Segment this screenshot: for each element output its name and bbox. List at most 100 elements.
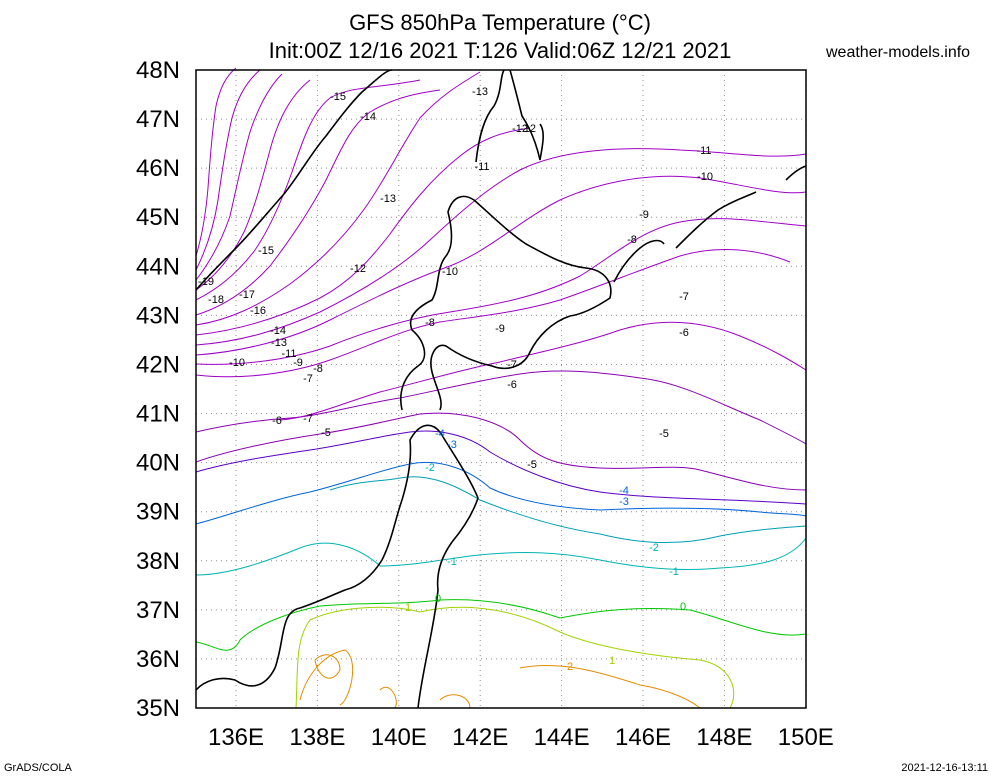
contour-label: -14 <box>360 111 376 123</box>
contour-label: -12 <box>350 263 366 275</box>
coastline <box>195 69 807 709</box>
isotherm-minus5 <box>195 412 807 491</box>
contour-label: -4 <box>619 485 629 497</box>
contour-label: -14 <box>270 325 286 337</box>
longitude-label: 146E <box>615 724 671 751</box>
contour-label: -13 <box>380 193 396 205</box>
latitude-label: 48N <box>136 57 180 84</box>
contour-label: -9 <box>495 323 505 335</box>
latitude-label: 38N <box>136 548 180 575</box>
contour-label: -10 <box>229 357 245 369</box>
latitude-label: 36N <box>136 646 180 673</box>
contour-label: -8 <box>627 234 637 246</box>
isotherm-minus17 <box>195 73 283 281</box>
isotherm-minus7 <box>279 321 807 421</box>
isotherm-minus4 <box>195 430 807 505</box>
contour-labels: -15-14-13-12-12-11-11-10-13-9-8-15-12 -10… <box>198 86 713 673</box>
contour-label: -9 <box>639 209 649 221</box>
contour-label: -11 <box>696 145 711 157</box>
map-frame <box>195 69 807 709</box>
isotherm-1 <box>295 606 735 709</box>
isotherm-minus13 <box>195 71 481 326</box>
graticule <box>196 69 807 709</box>
map-subtitle: Init:00Z 12/16 2021 T:126 Valid:06Z 12/2… <box>268 38 732 63</box>
contour-label: -4 <box>435 428 445 440</box>
contour-label: -15 <box>258 245 274 257</box>
isotherm-minus15 <box>195 79 421 301</box>
longitude-label: 136E <box>208 724 264 751</box>
timestamp-label: 2021-12-16-13:11 <box>901 762 988 774</box>
contour-label: -12 <box>520 123 536 135</box>
latitude-label: 37N <box>136 597 180 624</box>
contour-label: -11 <box>474 161 489 173</box>
longitude-label: 144E <box>534 724 590 751</box>
contour-label: 1 <box>405 602 411 614</box>
latitude-label: 35N <box>136 695 180 722</box>
contour-label: -10 <box>442 266 458 278</box>
contour-label: -11 <box>281 348 296 360</box>
contour-label: -3 <box>619 496 629 508</box>
contour-label: -6 <box>272 415 282 427</box>
latitude-label: 45N <box>136 204 180 231</box>
contour-label: -5 <box>659 428 669 440</box>
site-label: weather-models.info <box>826 44 971 61</box>
contour-label: 2 <box>567 661 573 673</box>
isotherm-minus9 <box>195 218 807 365</box>
latitude-labels: 48N 47N 46N 45N 44N 43N 42N 41N 40N 39N 38N 37N 36N 3… <box>136 57 180 722</box>
contour-label: -1 <box>447 556 457 568</box>
isotherm-2 <box>299 649 701 709</box>
isotherm-minus16 <box>195 79 311 291</box>
coastline-hokkaido <box>400 195 612 411</box>
coastline-sakhalin <box>475 69 544 163</box>
contour-label: -8 <box>313 363 323 375</box>
latitude-label: 42N <box>136 351 180 378</box>
isotherm-minus19 <box>195 67 237 257</box>
isotherm-minus3 <box>195 461 807 525</box>
contour-label: -3 <box>447 439 457 451</box>
isotherm-0 <box>195 599 807 651</box>
contour-label: -2 <box>649 542 659 554</box>
contour-label: 0 <box>680 601 686 613</box>
contour-label: -15 <box>330 91 346 103</box>
longitude-label: 140E <box>371 724 427 751</box>
isotherm-2b <box>314 654 471 709</box>
longitude-label: 138E <box>289 724 345 751</box>
isotherms <box>195 67 807 709</box>
contour-label: 0 <box>435 593 441 605</box>
latitude-label: 44N <box>136 253 180 280</box>
latitude-label: 46N <box>136 155 180 182</box>
isotherm-minus18 <box>195 69 261 271</box>
contour-label: 1 <box>609 655 615 667</box>
latitude-label: 41N <box>136 401 180 428</box>
isotherm-minus2 <box>329 476 807 544</box>
longitude-label: 142E <box>452 724 508 751</box>
isotherm-minus6 <box>195 370 807 445</box>
isotherm-minus1 <box>195 537 807 576</box>
contour-label: -9 <box>293 357 303 369</box>
contour-label: -8 <box>425 317 435 329</box>
coastline-honshu <box>195 424 479 709</box>
isotherm-minus11 <box>195 148 807 346</box>
contour-label: -7 <box>303 373 313 385</box>
contour-label: -18 <box>208 294 224 306</box>
contour-label: -7 <box>303 413 313 425</box>
map-title: GFS 850hPa Temperature (°C) <box>349 10 651 35</box>
longitude-label: 150E <box>778 724 834 751</box>
isotherm-minus8 <box>195 248 791 378</box>
coastline-mainland <box>195 69 393 291</box>
contour-label: -10 <box>697 171 713 183</box>
credit-label: GrADS/COLA <box>4 762 72 774</box>
latitude-label: 39N <box>136 499 180 526</box>
latitude-label: 40N <box>136 450 180 477</box>
longitude-labels: 136E 138E 140E 142E 144E 146E 148E 150E <box>208 724 834 751</box>
contour-label: -7 <box>507 359 517 371</box>
contour-label: -5 <box>321 427 331 439</box>
contour-label: -5 <box>527 459 537 471</box>
isotherm-minus14 <box>195 89 441 316</box>
contour-label: -12 <box>512 123 528 135</box>
latitude-label: 47N <box>136 106 180 133</box>
longitude-label: 148E <box>696 724 752 751</box>
contour-label: -6 <box>507 379 517 391</box>
contour-label: -7 <box>679 291 689 303</box>
contour-label: -13 <box>271 337 287 349</box>
